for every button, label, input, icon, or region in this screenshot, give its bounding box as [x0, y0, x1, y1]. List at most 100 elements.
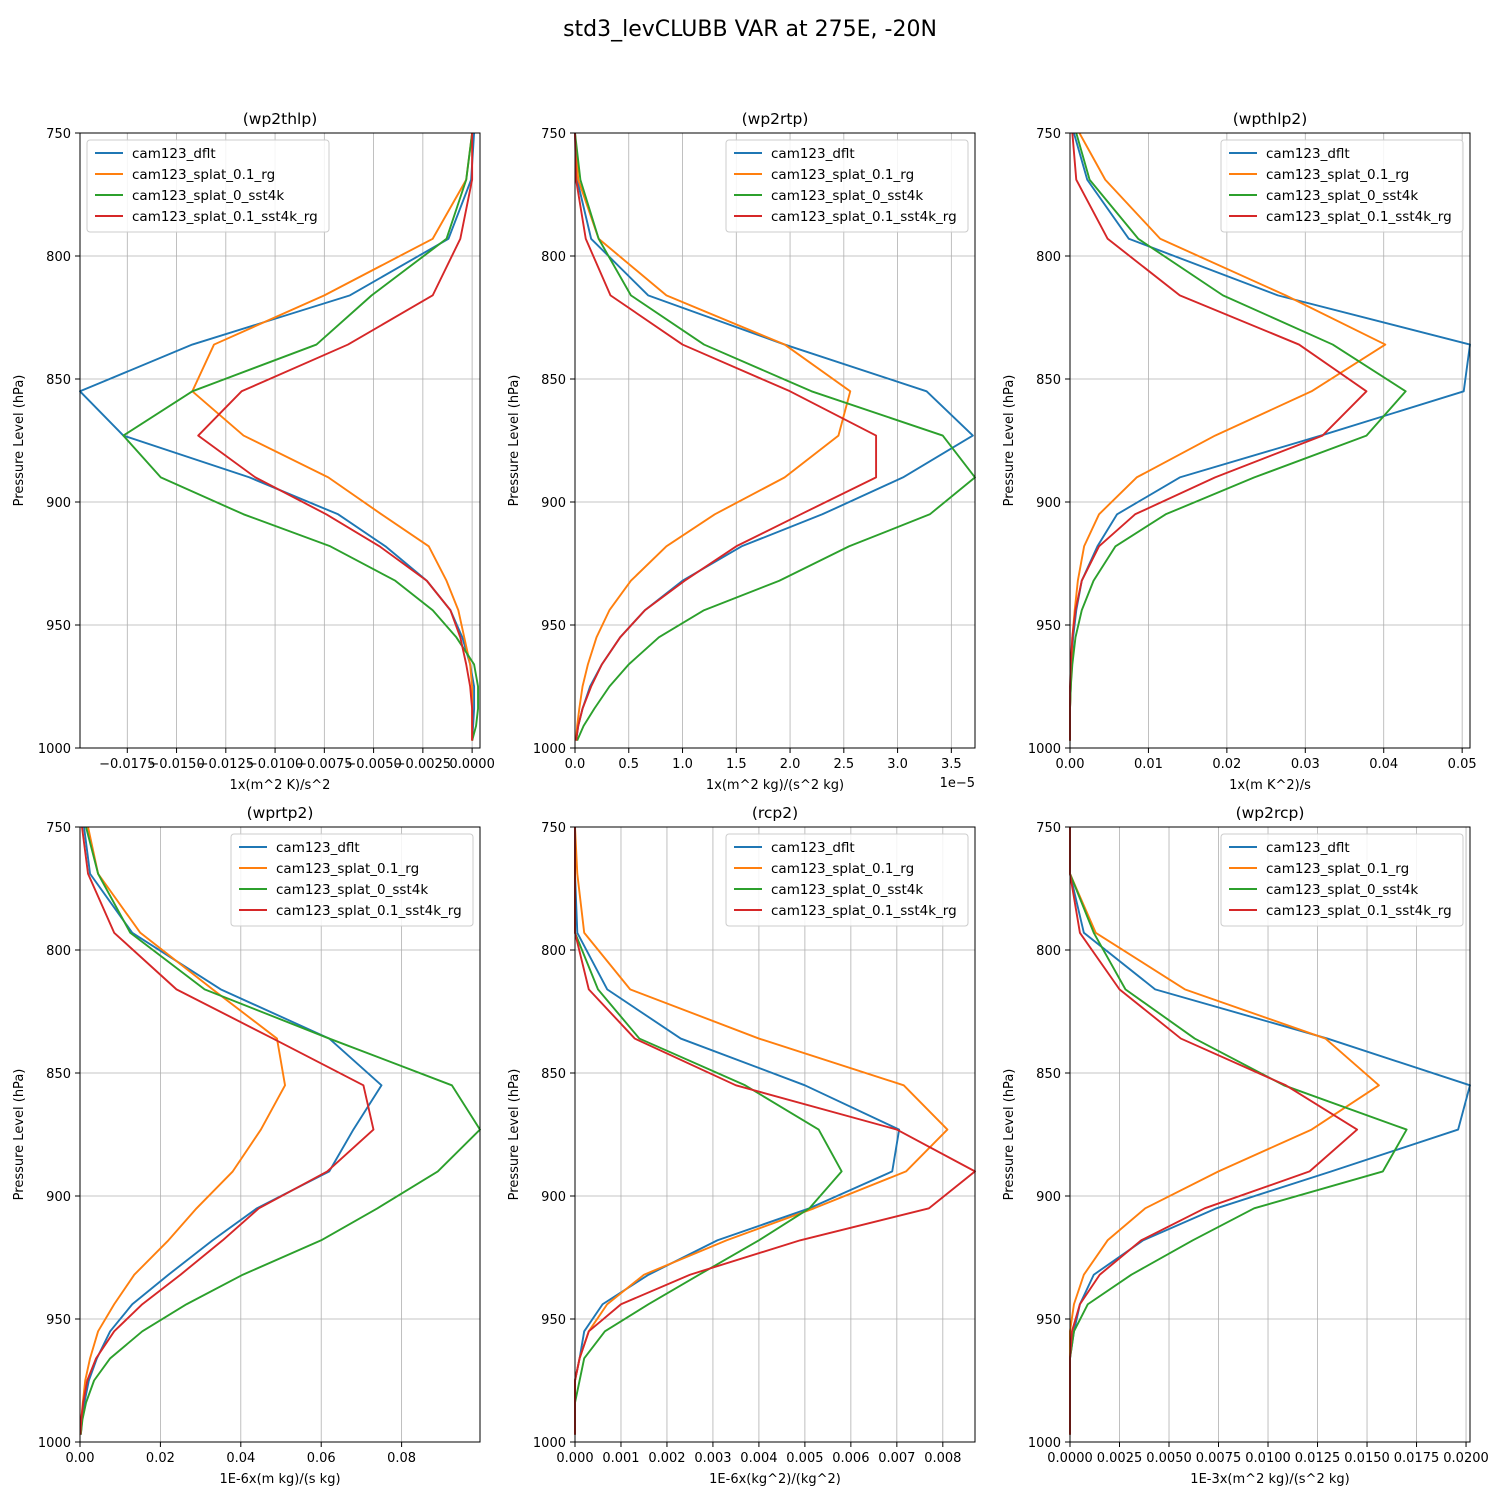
panel-title: (rcp2) [752, 804, 798, 822]
y-tick-label: 1000 [1028, 742, 1061, 757]
x-tick-label: 0.5 [618, 757, 639, 772]
y-tick-label: 800 [1036, 250, 1061, 265]
y-tick-label: 750 [541, 821, 566, 836]
x-tick-label: 0.02 [146, 1451, 175, 1466]
series-line-cam123_splat_0_sst4k [79, 826, 481, 1435]
legend-box [1220, 139, 1464, 233]
panel-title: (wprtp2) [247, 804, 314, 822]
x-tick-label: 0.007 [878, 1451, 915, 1466]
legend-entry-label: cam123_splat_0.1_rg [276, 861, 419, 877]
series-line-cam123_splat_0.1_sst4k_rg [197, 133, 474, 741]
x-tick-label: −0.0075 [296, 757, 352, 772]
x-tick-label: 0.05 [1448, 757, 1477, 772]
legend-entry-label: cam123_dflt [1266, 840, 1350, 856]
x-tick-label: 0.001 [602, 1451, 639, 1466]
panel-title: (wp2rtp) [742, 110, 809, 128]
legend: cam123_dflt cam123_splat_0.1_rg cam123_spl… [725, 139, 969, 233]
y-axis-label: Pressure Level (hPa) [1002, 1069, 1017, 1201]
y-tick-label: 900 [46, 496, 71, 511]
x-axis-label: 1E-6x(m kg)/(s kg) [219, 1472, 340, 1487]
x-tick-label: −0.0025 [395, 757, 451, 772]
legend: cam123_dflt cam123_splat_0.1_rg cam123_spl… [1220, 833, 1464, 927]
x-tick-label: 0.0175 [1394, 1451, 1440, 1466]
legend-entry-label: cam123_splat_0.1_rg [1266, 861, 1409, 877]
legend-box [725, 833, 969, 927]
y-tick-label: 800 [541, 250, 566, 265]
legend-entry-label: cam123_splat_0.1_rg [132, 167, 275, 183]
y-tick-label: 1000 [38, 1436, 71, 1451]
x-tick-label: 0.06 [307, 1451, 336, 1466]
figure-title: std3_levCLUBB VAR at 275E, -20N [563, 17, 937, 42]
x-tick-label: 0.0000 [1047, 1451, 1093, 1466]
legend-box [725, 139, 969, 233]
series-line-cam123_dflt [79, 132, 476, 741]
y-tick-label: 950 [1036, 1313, 1061, 1328]
x-tick-label: 2.5 [833, 757, 854, 772]
legend-entry-label: cam123_dflt [1266, 146, 1350, 162]
x-offset-label: 1e−5 [940, 776, 975, 791]
legend-entry-label: cam123_splat_0.1_sst4k_rg [1266, 903, 1452, 919]
x-tick-label: 0.0025 [1097, 1451, 1143, 1466]
y-tick-label: 900 [541, 496, 566, 511]
x-tick-label: 0.04 [1369, 757, 1398, 772]
x-axis-label: 1x(m^2 kg)/(s^2 kg) [706, 778, 844, 793]
y-tick-label: 850 [541, 1067, 566, 1082]
axes-frame [79, 826, 481, 1443]
y-tick-label: 850 [1036, 373, 1061, 388]
x-tick-label: 0.08 [387, 1451, 416, 1466]
y-tick-label: 1000 [533, 1436, 566, 1451]
x-tick-label: 0.006 [832, 1451, 869, 1466]
y-tick-label: 750 [541, 127, 566, 142]
x-axis-label: 1x(m^2 K)/s^2 [230, 778, 331, 793]
x-tick-label: −0.0100 [247, 757, 303, 772]
panel-title: (wpthlp2) [1233, 110, 1308, 128]
legend-entry-label: cam123_splat_0.1_rg [771, 167, 914, 183]
x-axis-label: 1E-6x(kg^2)/(kg^2) [709, 1472, 841, 1487]
legend-entry-label: cam123_splat_0.1_sst4k_rg [132, 209, 318, 225]
y-axis-label: Pressure Level (hPa) [507, 375, 522, 507]
panel-wpthlp2: 0.00 0.01 0.02 0.03 0.04 0.05 750 800 850 900 950 1… [1002, 110, 1477, 793]
legend-entry-label: cam123_splat_0_sst4k [1266, 882, 1418, 898]
panel-wp2rtp: 0.0 0.5 1.0 1.5 2.0 2.5 3.0 3.5 750 800 850 900 950 1… [507, 110, 976, 793]
x-tick-label: −0.0050 [345, 757, 401, 772]
x-tick-label: 0.0150 [1344, 1451, 1390, 1466]
legend-entry-label: cam123_splat_0_sst4k [1266, 188, 1418, 204]
legend-box [230, 833, 474, 927]
x-tick-label: 0.0075 [1196, 1451, 1242, 1466]
legend-entry-label: cam123_splat_0_sst4k [132, 188, 284, 204]
series-line-cam123_splat_0_sst4k [122, 132, 479, 741]
legend: cam123_dflt cam123_splat_0.1_rg cam123_spl… [86, 139, 330, 233]
x-tick-label: 2.0 [780, 757, 801, 772]
y-tick-label: 950 [1036, 619, 1061, 634]
legend: cam123_dflt cam123_splat_0.1_rg cam123_spl… [230, 833, 474, 927]
panel-title: (wp2thlp) [243, 110, 318, 128]
x-axis-label: 1x(m K^2)/s [1229, 778, 1311, 793]
axes-frame [1069, 132, 1471, 749]
axes-frame [574, 132, 976, 749]
x-tick-label: −0.0150 [148, 757, 204, 772]
y-tick-label: 950 [541, 1313, 566, 1328]
panel-title: (wp2rcp) [1236, 804, 1305, 822]
x-tick-label: −0.0175 [99, 757, 155, 772]
axes-frame [574, 826, 976, 1443]
axes-frame [1069, 826, 1471, 1443]
y-tick-label: 950 [46, 1313, 71, 1328]
y-tick-label: 1000 [38, 742, 71, 757]
x-tick-label: 1.0 [672, 757, 693, 772]
y-axis-label: Pressure Level (hPa) [507, 1069, 522, 1201]
y-axis-label: Pressure Level (hPa) [12, 375, 27, 507]
series-line-cam123_splat_0_sst4k [574, 827, 843, 1435]
x-tick-label: 0.000 [556, 1451, 593, 1466]
x-tick-label: 3.5 [941, 757, 962, 772]
x-axis-label: 1E-3x(m^2 kg)/(s^2 kg) [1190, 1472, 1349, 1487]
x-tick-label: −0.0125 [198, 757, 254, 772]
y-tick-label: 1000 [533, 742, 566, 757]
x-tick-label: 0.04 [226, 1451, 255, 1466]
series-line-cam123_dflt [79, 826, 383, 1435]
legend-entry-label: cam123_splat_0.1_sst4k_rg [771, 903, 957, 919]
y-tick-label: 850 [46, 373, 71, 388]
y-tick-label: 900 [541, 1190, 566, 1205]
legend: cam123_dflt cam123_splat_0.1_rg cam123_spl… [725, 833, 969, 927]
y-axis-label: Pressure Level (hPa) [1002, 375, 1017, 507]
x-tick-label: 0.0 [565, 757, 586, 772]
